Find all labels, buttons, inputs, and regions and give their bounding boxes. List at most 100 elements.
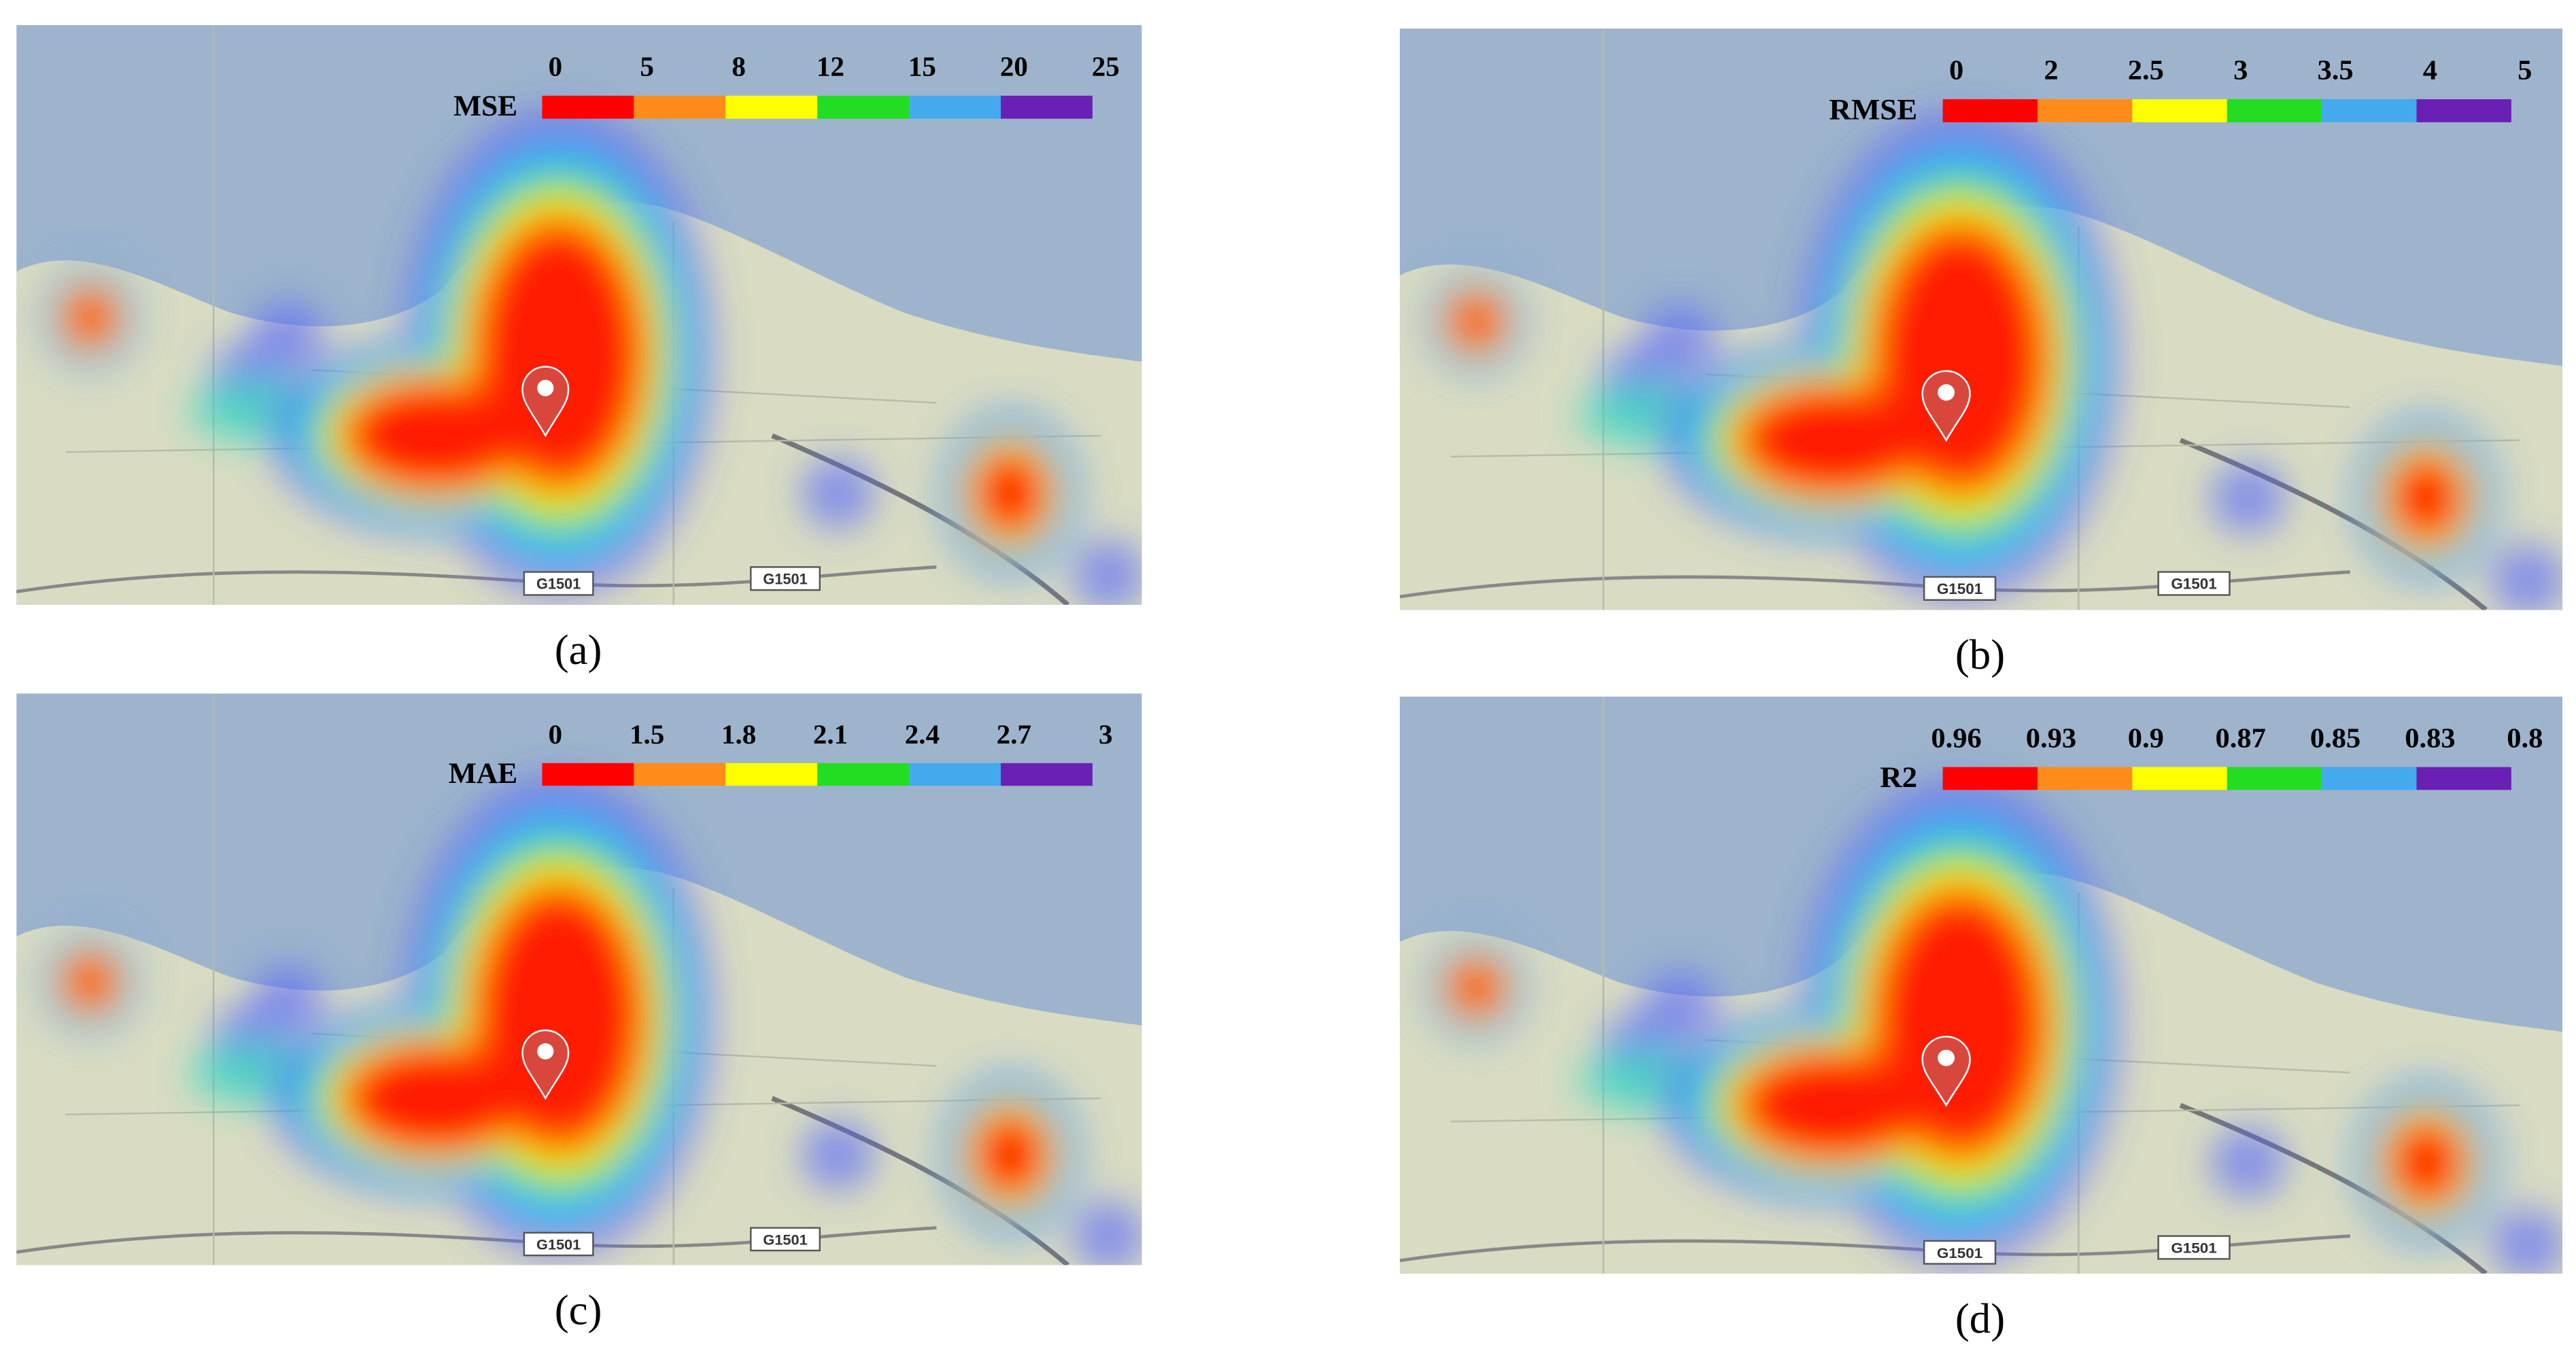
heat-spot [1072,1200,1142,1265]
heat-blob [1743,1053,1922,1157]
road-label: G1501 [2171,576,2216,593]
legend-title: RMSE [1829,93,1917,126]
heat-spot [2211,461,2286,534]
map-panel: G1501 G1501 MAE 0 1.5 1.8 2.1 2.4 2.7 3 [16,693,1142,1265]
legend-segment [909,763,1001,786]
legend-tick: 2.5 [2128,55,2164,86]
heat-spot [2490,544,2562,610]
heat-layer [70,892,1040,1190]
legend-segment [2416,767,2511,790]
legend-segment [2227,99,2322,122]
legend-segment [725,95,818,119]
road-label: G1501 [1937,580,1982,597]
road-label: G1501 [763,1231,807,1248]
road-sign [750,1227,821,1252]
heat-blob [2396,1127,2457,1197]
legend-segment [2227,767,2322,790]
legend-segment [817,95,910,119]
map-panel: G1501 G1501 MSE 0 5 8 12 15 20 25 [16,24,1142,605]
heat-spot [802,457,874,529]
road-sign [1923,1240,1997,1265]
marker-pin [521,1029,570,1100]
heat-blob [1876,230,2043,485]
map: G1501 G1501 [16,693,1142,1265]
legend-segment [1001,95,1093,119]
heat-blob [1876,897,2043,1150]
caption: (c) [555,1286,602,1333]
marker-icon [1938,1049,1955,1066]
legend-segment [634,95,726,119]
road-sign [523,571,594,596]
heat-spot [2490,1208,2562,1274]
legend-segment [2416,99,2511,122]
heat-layer [1455,897,2457,1197]
legend-tick: 0.96 [1931,723,1981,754]
map: G1501 G1501 [1399,697,2562,1274]
heat-blob [1455,299,1497,344]
heat-layer [1455,230,2457,534]
legend-tick: 3 [1099,719,1113,750]
legend-tick: 0.85 [2310,723,2360,754]
road [2179,438,2488,610]
road-label: G1501 [536,1236,581,1253]
heat-blob [2396,462,2457,534]
legend-tick: 25 [1092,51,1120,82]
heat-blob [980,458,1040,529]
legend-tick: 3 [2233,55,2248,86]
road-sign [2157,1235,2231,1260]
legend-segment [2322,767,2417,790]
heatmap [41,777,1142,1265]
heat-blob [349,383,522,488]
legend-segment [2132,767,2227,790]
road-label: G1501 [763,570,807,587]
legend-tick: 0.9 [2128,723,2164,754]
map: G1501 G1501 [1399,28,2562,610]
heat-spot [2211,1126,2286,1199]
marker-pin [1921,1036,1971,1107]
legend-tick: 20 [1000,51,1028,82]
heat-layer [70,227,1040,529]
legend-tick: 0 [1949,55,1963,86]
legend-segment [542,763,634,786]
legend-tick: 2.7 [997,719,1031,750]
heat-blob [349,1047,522,1150]
legend-tick: 0.93 [2026,723,2076,754]
legend-tick: 1.8 [721,719,756,750]
legend-tick: 15 [908,51,936,82]
heat-blob [1455,965,1497,1010]
legend-segment [1001,763,1093,786]
legend-tick: 2 [2044,55,2058,86]
road-sign [750,566,821,591]
map-panel: G1501 G1501 RMSE 0 2 2.5 3 3.5 4 5 [1399,28,2562,610]
road-label: G1501 [1937,1244,1982,1261]
legend-tick: 8 [732,51,746,82]
marker-icon [537,379,554,397]
caption: (b) [1955,631,2005,678]
marker-icon [1938,384,1955,401]
heatmap [1426,113,2562,610]
legend-tick: 0.83 [2405,723,2455,754]
road-label: G1501 [2171,1240,2216,1257]
legend-tick: 2.1 [813,719,848,750]
heatmap [41,109,1142,605]
legend-segment [725,763,818,786]
marker-icon [537,1043,554,1060]
legend-tick: 0.8 [2507,723,2543,754]
legend-tick: 3.5 [2318,55,2354,86]
legend-segment [2037,767,2133,790]
road [771,1096,1070,1265]
road-label: G1501 [536,576,581,593]
legend-title: MAE [449,758,517,790]
legend-segment [634,763,726,786]
legend-segment [2037,99,2133,122]
legend-segment [909,95,1001,119]
legend-tick: 5 [640,51,654,82]
map: G1501 G1501 [16,24,1142,605]
legend-segment [2132,99,2227,122]
road [2179,1103,2488,1274]
legend-tick: 0 [548,719,562,750]
legend-tick: 1.5 [630,719,664,750]
heat-blob [70,960,111,1004]
